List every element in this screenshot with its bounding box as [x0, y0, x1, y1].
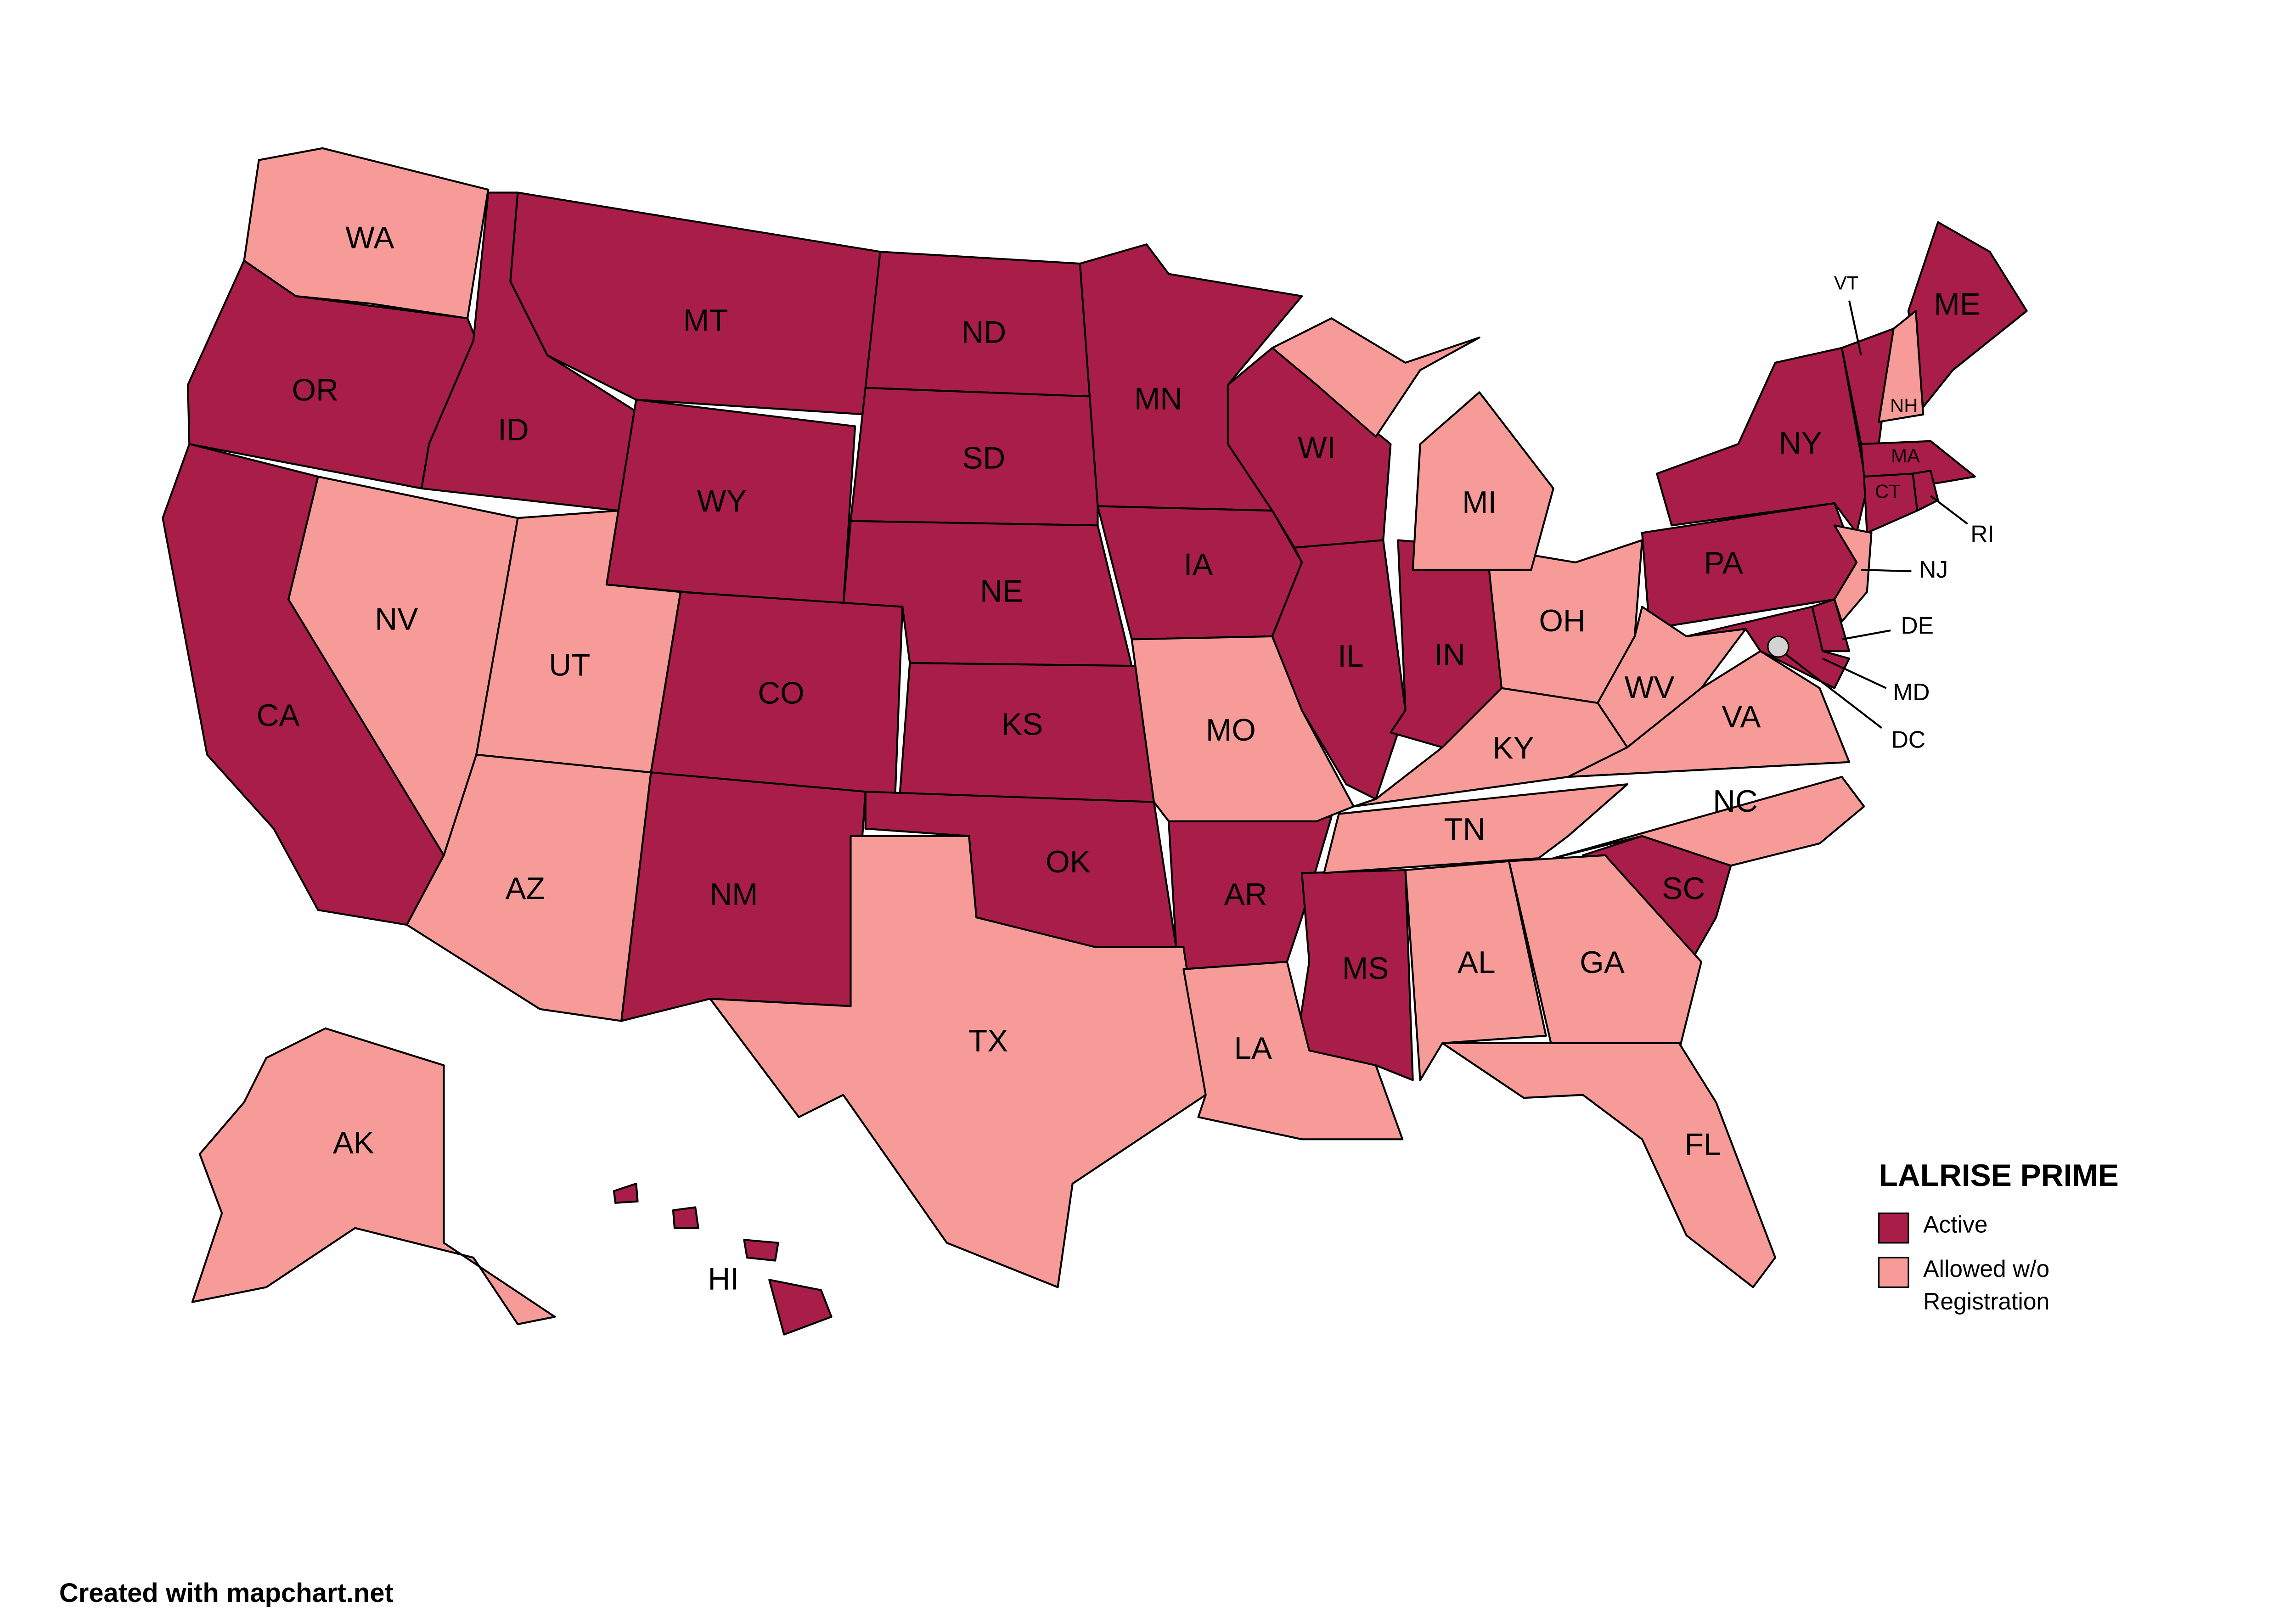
state-label: PA — [1704, 546, 1743, 580]
state-label: WA — [345, 220, 394, 255]
leader-line — [1785, 653, 1883, 729]
state-label: TN — [1444, 812, 1485, 847]
state-label: SD — [962, 441, 1005, 475]
state-label: NV — [375, 602, 418, 637]
state-label: IN — [1434, 638, 1465, 672]
state-label: SC — [1662, 871, 1705, 906]
state — [1323, 783, 1628, 874]
state-label: ID — [498, 413, 529, 447]
leader-line — [1848, 300, 1862, 356]
state-label: NE — [980, 574, 1023, 608]
state-label: CA — [257, 698, 300, 733]
leader-line — [1841, 629, 1891, 641]
state — [1271, 317, 1554, 571]
leader-line — [1861, 568, 1912, 573]
dc-marker — [1767, 635, 1790, 658]
state-label: MO — [1206, 713, 1256, 747]
state-shapes — [162, 147, 2028, 1336]
state-label: LA — [1234, 1031, 1272, 1066]
state — [1878, 310, 1925, 423]
state — [243, 147, 490, 320]
state-label: ND — [962, 315, 1007, 350]
legend-swatch — [1878, 1257, 1909, 1288]
credit: Created with mapchart.net — [59, 1579, 394, 1607]
state-label: NJ — [1919, 556, 1948, 583]
state-label: NC — [1713, 784, 1758, 819]
state-label: OR — [292, 373, 338, 407]
legend: Active Allowed w/o Registration — [1878, 1212, 2050, 1315]
state-label: AR — [1224, 877, 1267, 912]
state-label: AK — [333, 1126, 374, 1160]
state-label: KS — [1002, 707, 1043, 742]
state — [191, 1027, 556, 1326]
state — [1182, 961, 1404, 1141]
state — [709, 835, 1207, 1288]
state-label: AZ — [505, 871, 545, 906]
state — [1508, 854, 1702, 1055]
state-label: VA — [1722, 700, 1761, 734]
state-label: UT — [549, 648, 590, 682]
legend-label: Allowed w/o Registration — [1923, 1258, 2050, 1315]
legend-label-box: Active — [1923, 1213, 1988, 1239]
state-label: GA — [1580, 945, 1625, 980]
state-label: DE — [1901, 612, 1934, 639]
state — [1567, 650, 1851, 778]
state-label: IL — [1338, 639, 1363, 674]
state-labels: OR CA ID MT WY ND SD NE CO KS NM OK AR MN IA WI IL IN MS SC… — [257, 220, 1994, 1296]
legend-label-box: Allowed w/o Registration — [1923, 1258, 2050, 1315]
state-label: MD — [1893, 679, 1930, 705]
state-label: MN — [1134, 382, 1182, 416]
legend-title: LALRISE PRIME — [1879, 1158, 2118, 1193]
state-label: NH — [1890, 395, 1918, 416]
leader-line — [1930, 495, 1969, 525]
legend-label: Active — [1923, 1213, 1988, 1239]
state-label: MT — [683, 303, 728, 338]
state-label: CO — [758, 676, 804, 711]
state-label: KY — [1493, 731, 1534, 765]
state-label: OH — [1539, 604, 1585, 638]
state-label: NM — [709, 877, 758, 912]
state — [613, 1182, 833, 1336]
state-label: FL — [1685, 1127, 1721, 1162]
state — [1131, 635, 1355, 822]
state — [1833, 524, 1873, 623]
state-label: RI — [1970, 520, 1994, 547]
state-label: CT — [1875, 481, 1901, 502]
legend-swatch — [1878, 1212, 1909, 1244]
state-label: DC — [1891, 726, 1925, 753]
state-label: AL — [1458, 945, 1496, 980]
state — [1441, 1042, 1777, 1288]
state — [1404, 860, 1547, 1081]
state-label: WI — [1298, 431, 1336, 465]
state — [1271, 539, 1407, 800]
state — [1552, 775, 1865, 867]
state — [405, 753, 652, 1022]
state-label: MS — [1342, 951, 1389, 986]
state-label: NY — [1779, 426, 1822, 461]
leader-line — [1822, 657, 1887, 689]
state-label: IA — [1184, 547, 1213, 582]
state-label: WV — [1625, 670, 1675, 705]
state-label: TX — [968, 1024, 1008, 1058]
state — [1811, 598, 1851, 652]
state-label: MI — [1462, 485, 1497, 520]
state-label: MA — [1891, 445, 1920, 466]
state-label: ME — [1934, 287, 1981, 321]
state-label: VT — [1834, 272, 1859, 293]
state-label: OK — [1046, 845, 1091, 879]
state-label: HI — [708, 1262, 739, 1296]
state-label: WY — [697, 484, 747, 518]
